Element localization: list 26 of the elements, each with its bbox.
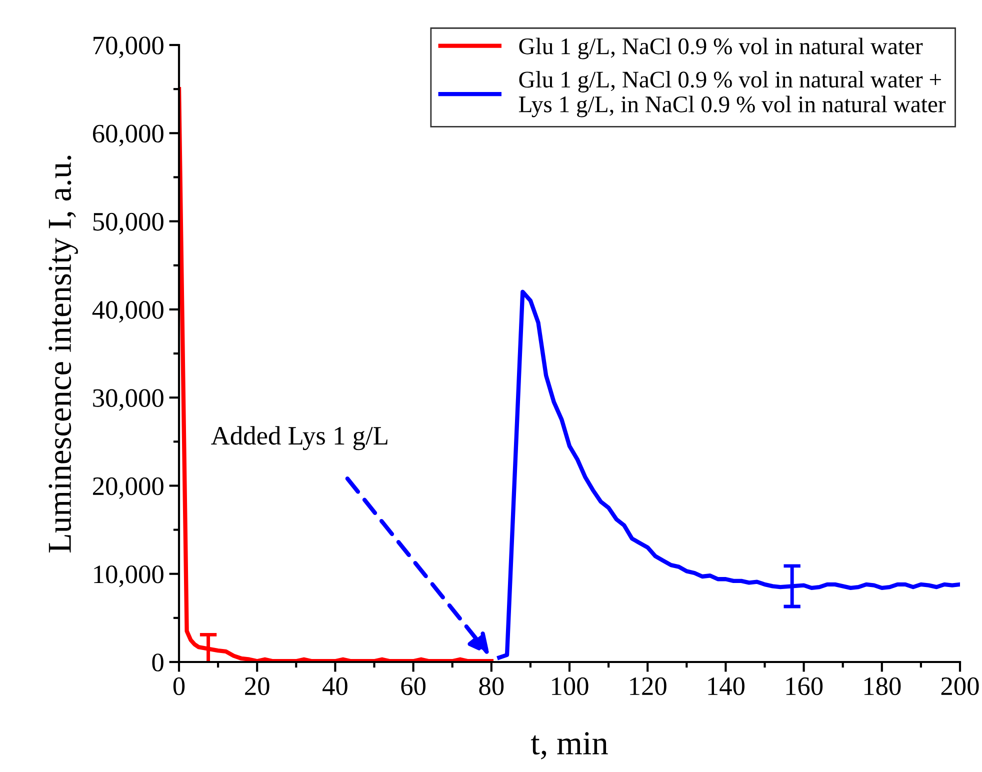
y-tick-label: 30,000 [93, 389, 164, 411]
line-series [497, 290, 960, 660]
x-tick-label: 20 [245, 677, 270, 696]
x-tick-label: 80 [479, 677, 504, 696]
x-tick-label: 60 [401, 677, 426, 696]
y-tick-label: 0 [152, 654, 164, 672]
y-tick-label: 40,000 [92, 301, 164, 323]
y-tick-label: 60,000 [92, 124, 164, 146]
x-axis-title: t, min [530, 732, 608, 760]
x-tick-label: 40 [322, 677, 348, 696]
x-tick-label: 180 [864, 677, 901, 696]
legend-label: Glu 1 g/L, NaCl 0.9 % vol in natural water + Lys 1 g/L, in NaCl 0.9 % vol in natural water [518, 71, 946, 118]
x-tick-label: 200 [941, 677, 979, 696]
y-axis-title: Luminescence intensity I, a.u. [48, 156, 78, 552]
x-tick-label: 0 [173, 677, 185, 696]
line-series [179, 86, 494, 662]
annotation: Added Lys 1 g/L [211, 426, 388, 450]
legend-label: Glu 1 g/L, NaCl 0.9 % vol in natural water [519, 38, 923, 60]
y-tick-label: 50,000 [93, 212, 164, 234]
x-tick-label: 140 [708, 677, 744, 696]
y-tick-label: 70,000 [94, 36, 164, 58]
x-tick-label: 120 [630, 677, 666, 696]
x-tick-label: 160 [786, 677, 823, 696]
y-tick-label: 10,000 [94, 565, 164, 588]
y-tick-label: 20,000 [93, 477, 164, 499]
x-tick-label: 100 [552, 677, 588, 696]
